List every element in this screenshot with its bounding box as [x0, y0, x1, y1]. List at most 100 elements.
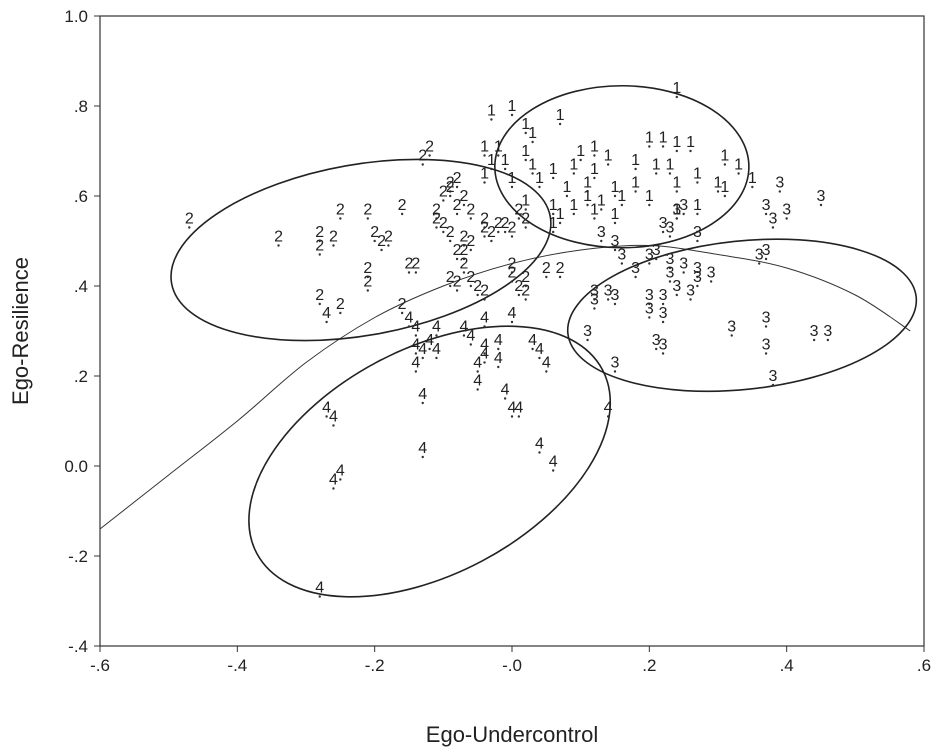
point-dot-cluster-1 — [737, 172, 740, 175]
point-label-cluster-1: 1 — [590, 161, 599, 178]
point-label-cluster-4: 4 — [549, 454, 558, 471]
point-dot-cluster-2 — [510, 271, 514, 274]
point-label-cluster-3: 3 — [665, 265, 674, 282]
point-dot-cluster-3 — [764, 212, 768, 216]
point-dot-cluster-2 — [462, 244, 466, 247]
point-label-cluster-2: 2 — [384, 229, 393, 246]
x-tick-label: -.4 — [227, 656, 247, 675]
point-dot-cluster-1 — [696, 212, 699, 216]
point-label-cluster-4: 4 — [535, 341, 544, 358]
point-dot-cluster-3 — [819, 203, 823, 207]
point-dot-cluster-2 — [455, 185, 459, 189]
point-dot-cluster-1 — [593, 217, 596, 220]
point-label-cluster-2: 2 — [453, 197, 462, 214]
point-label-cluster-1: 1 — [714, 175, 723, 192]
point-label-cluster-4: 4 — [535, 436, 544, 453]
point-dot-cluster-4 — [414, 370, 418, 373]
axis-ticks: -.6 -.4 -.2 -.0.2.4.6-.4-.20.0.2.4.6.81.0 — [64, 7, 931, 675]
point-dot-cluster-1 — [503, 167, 507, 171]
point-label-cluster-3: 3 — [762, 310, 771, 327]
point-label-cluster-4: 4 — [480, 337, 489, 354]
point-dot-cluster-1 — [634, 167, 637, 171]
point-dot-cluster-1 — [552, 230, 555, 234]
point-label-cluster-1: 1 — [720, 179, 729, 196]
point-dot-cluster-2 — [462, 203, 466, 207]
point-dot-cluster-3 — [675, 217, 678, 220]
point-label-cluster-3: 3 — [817, 188, 826, 205]
point-dot-cluster-3 — [634, 275, 637, 279]
point-label-cluster-1: 1 — [645, 130, 654, 147]
point-label-cluster-2: 2 — [508, 220, 517, 237]
point-label-cluster-2: 2 — [446, 179, 455, 196]
point-dot-cluster-3 — [675, 293, 678, 297]
point-label-cluster-1: 1 — [720, 148, 729, 165]
point-label-cluster-1: 1 — [528, 125, 537, 142]
point-label-cluster-3: 3 — [631, 260, 640, 277]
point-dot-cluster-3 — [593, 307, 596, 310]
point-label-cluster-1: 1 — [672, 80, 681, 97]
point-label-cluster-4: 4 — [418, 341, 427, 358]
point-label-cluster-3: 3 — [665, 251, 674, 268]
point-dot-cluster-3 — [593, 298, 596, 301]
point-label-cluster-3: 3 — [727, 319, 736, 336]
y-tick-label: .2 — [74, 367, 88, 386]
point-label-cluster-1: 1 — [521, 116, 530, 133]
point-label-cluster-1: 1 — [748, 170, 757, 187]
point-label-cluster-4: 4 — [329, 472, 338, 489]
point-dot-cluster-4 — [414, 334, 418, 337]
point-dot-cluster-4 — [435, 356, 438, 360]
point-dot-cluster-1 — [593, 176, 596, 180]
point-dot-cluster-1 — [675, 190, 678, 193]
point-label-cluster-1: 1 — [576, 143, 585, 160]
point-label-cluster-4: 4 — [604, 400, 613, 417]
point-label-cluster-1: 1 — [549, 197, 558, 214]
point-label-cluster-2: 2 — [466, 233, 475, 250]
point-label-cluster-1: 1 — [604, 148, 613, 165]
point-dot-cluster-4 — [483, 361, 486, 364]
point-dot-cluster-3 — [826, 338, 830, 342]
point-label-cluster-2: 2 — [446, 175, 455, 192]
point-label-cluster-3: 3 — [679, 197, 688, 214]
point-label-cluster-2: 2 — [418, 148, 427, 165]
point-dot-cluster-1 — [751, 185, 754, 189]
y-tick-label: 0.0 — [64, 457, 88, 476]
point-dot-cluster-2 — [510, 280, 514, 283]
point-dot-cluster-2 — [435, 217, 438, 220]
point-label-cluster-1: 1 — [597, 193, 606, 210]
point-label-cluster-3: 3 — [693, 224, 702, 241]
point-dot-cluster-1 — [689, 149, 692, 153]
point-dot-cluster-4 — [483, 325, 486, 328]
point-label-cluster-2: 2 — [398, 296, 407, 313]
point-label-cluster-3: 3 — [617, 247, 626, 264]
point-dot-cluster-4 — [531, 347, 534, 351]
point-dot-cluster-1 — [600, 208, 603, 211]
point-label-cluster-3: 3 — [768, 368, 777, 385]
point-label-cluster-1: 1 — [508, 170, 517, 187]
point-dot-cluster-1 — [579, 158, 582, 162]
point-label-cluster-2: 2 — [274, 229, 283, 246]
point-label-cluster-3: 3 — [679, 256, 688, 273]
point-label-cluster-3: 3 — [665, 220, 674, 237]
point-dot-cluster-4 — [538, 451, 541, 454]
point-label-cluster-2: 2 — [542, 260, 551, 277]
cluster-ellipse-1 — [494, 84, 750, 249]
point-dot-cluster-4 — [414, 352, 418, 355]
point-label-cluster-4: 4 — [405, 310, 414, 327]
point-label-cluster-3: 3 — [672, 278, 681, 295]
point-dot-cluster-3 — [682, 271, 685, 274]
point-label-cluster-1: 1 — [535, 170, 544, 187]
y-tick-label: -.4 — [68, 637, 88, 656]
point-dot-cluster-3 — [613, 248, 617, 252]
point-dot-cluster-4 — [469, 343, 472, 346]
point-label-cluster-3: 3 — [652, 332, 661, 349]
point-dot-cluster-4 — [435, 334, 438, 337]
point-label-cluster-3: 3 — [597, 224, 606, 241]
x-tick-label: .6 — [917, 656, 931, 675]
point-label-cluster-4: 4 — [411, 319, 420, 336]
point-label-cluster-2: 2 — [521, 211, 530, 228]
boundary-curve — [99, 244, 911, 530]
point-label-cluster-1: 1 — [686, 134, 695, 151]
cluster-ellipse-2 — [170, 158, 552, 342]
point-dot-cluster-3 — [764, 257, 768, 261]
point-dot-cluster-2 — [380, 248, 383, 252]
